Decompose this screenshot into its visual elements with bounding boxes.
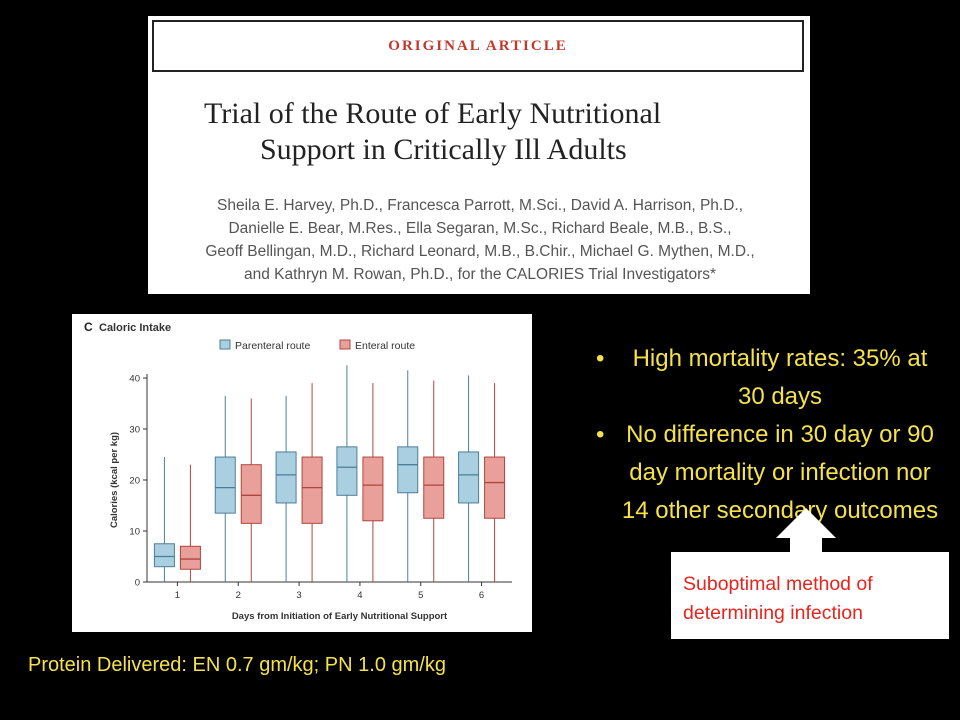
box-body (423, 456, 445, 519)
callout-line: determining infection (683, 602, 863, 624)
box-body (179, 545, 201, 570)
x-tick-label: 6 (479, 590, 484, 601)
bullet-no-difference: No difference in 30 day or 90 day mortal… (590, 416, 940, 530)
y-tick-label: 30 (129, 425, 140, 436)
chart-panel-label: C (84, 320, 93, 334)
bullet-list: High mortality rates: 35% at 30 days No … (590, 340, 940, 530)
y-tick-label: 10 (129, 527, 140, 538)
up-arrow-icon (776, 508, 836, 556)
article-title-line: Support in Critically Ill Adults (260, 133, 627, 166)
box-body (484, 456, 506, 519)
article-type-label: ORIGINAL ARTICLE (388, 37, 568, 54)
article-banner: ORIGINAL ARTICLE (152, 20, 804, 72)
author-line: Danielle E. Bear, M.Res., Ella Segaran, … (228, 220, 732, 237)
article-authors: Sheila E. Harvey, Ph.D., Francesca Parro… (160, 194, 800, 286)
box-body (153, 543, 175, 568)
box-body (214, 456, 236, 514)
article-header-image: ORIGINAL ARTICLE Trial of the Route of E… (148, 16, 810, 294)
box-body (458, 451, 480, 504)
legend-label: Enteral route (355, 340, 415, 352)
box-body (397, 446, 419, 494)
author-line: and Kathryn M. Rowan, Ph.D., for the CAL… (243, 266, 717, 283)
protein-delivered-text: Protein Delivered: EN 0.7 gm/kg; PN 1.0 … (28, 654, 446, 676)
x-tick-label: 2 (236, 590, 241, 601)
callout-line: Suboptimal method of (683, 573, 873, 595)
caloric-intake-chart: C Caloric Intake Parenteral route Enteral r… (72, 314, 532, 632)
legend-swatch (339, 339, 351, 350)
box-body (362, 456, 384, 522)
y-axis-label: Calories (kcal per kg) (109, 432, 120, 528)
chart-canvas: C Caloric Intake Parenteral route Enteral r… (84, 320, 512, 622)
y-tick-label: 0 (135, 578, 140, 589)
box-body (240, 464, 262, 524)
bullet-mortality: High mortality rates: 35% at 30 days (590, 340, 940, 416)
article-title-line: Trial of the Route of Early Nutritional (204, 97, 662, 130)
box-body (275, 451, 297, 504)
x-tick-label: 1 (175, 590, 180, 601)
article-title: Trial of the Route of Early Nutritional … (204, 96, 804, 168)
legend-swatch (219, 339, 231, 350)
legend-label: Parenteral route (235, 340, 310, 352)
x-axis-label: Days from Initiation of Early Nutritiona… (232, 611, 448, 622)
x-tick-label: 5 (418, 590, 423, 601)
y-tick-label: 20 (129, 476, 140, 487)
callout-box: Suboptimal method of determining infecti… (671, 552, 949, 639)
box-body (301, 456, 323, 524)
chart-title: Caloric Intake (99, 322, 171, 334)
x-tick-label: 3 (296, 590, 301, 601)
author-line: Geoff Bellingan, M.D., Richard Leonard, … (205, 243, 755, 260)
author-line: Sheila E. Harvey, Ph.D., Francesca Parro… (216, 197, 744, 214)
x-tick-label: 4 (357, 590, 362, 601)
box-body (336, 446, 358, 496)
y-tick-label: 40 (129, 374, 140, 385)
